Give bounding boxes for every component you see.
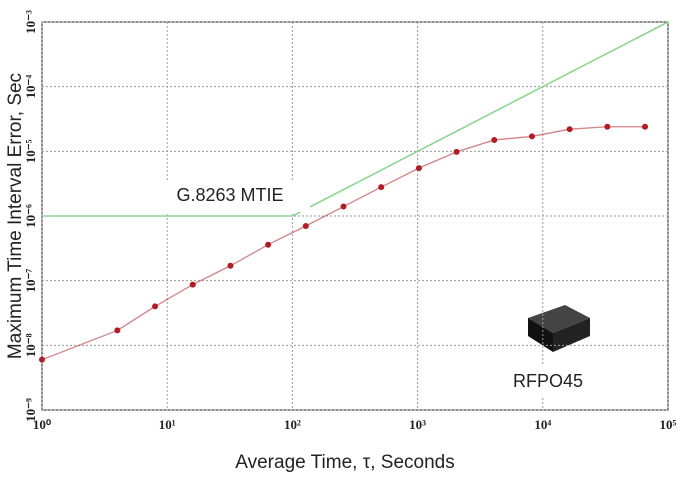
x-tick-label: 10⁵ (660, 417, 677, 432)
x-tick-label: 10² (284, 417, 301, 432)
data-point (152, 303, 159, 310)
series-annotation: G.8263 MTIE (176, 185, 283, 205)
x-tick-label: 10³ (409, 417, 426, 432)
chip-icon (528, 305, 590, 352)
data-point (114, 327, 121, 334)
series-annotation: RFPO45 (513, 371, 583, 391)
y-tick-label: 10⁻⁴ (23, 75, 38, 99)
x-tick-label: 10¹ (159, 417, 176, 432)
label-box (150, 180, 310, 212)
data-point (340, 203, 347, 210)
data-point (642, 123, 649, 130)
data-point (265, 241, 272, 248)
series-line (41, 126, 646, 361)
data-point (528, 133, 535, 140)
data-point (302, 223, 309, 230)
data-point (189, 281, 196, 288)
y-tick-label: 10⁻⁵ (23, 139, 38, 163)
data-point (378, 184, 385, 191)
y-axis-label: Maximum Time Interval Error, Sec (5, 73, 26, 359)
series-line (42, 21, 669, 217)
data-point (415, 165, 422, 172)
data-point (566, 126, 573, 133)
x-axis-label: Average Time, τ, Seconds (235, 452, 454, 473)
label-box (488, 366, 608, 398)
data-point (604, 123, 611, 130)
y-tick-label: 10⁻⁸ (23, 333, 38, 357)
y-tick-label: 10⁻⁹ (23, 398, 38, 422)
x-tick-label: 10⁰ (33, 417, 52, 432)
y-tick-label: 10⁻³ (23, 10, 38, 34)
data-point (453, 148, 460, 155)
y-tick-label: 10⁻⁷ (23, 269, 38, 293)
data-point (227, 262, 234, 269)
y-tick-label: 10⁻⁶ (23, 204, 38, 228)
data-point (491, 136, 498, 143)
x-tick-label: 10⁴ (534, 417, 551, 432)
data-point (39, 356, 45, 363)
